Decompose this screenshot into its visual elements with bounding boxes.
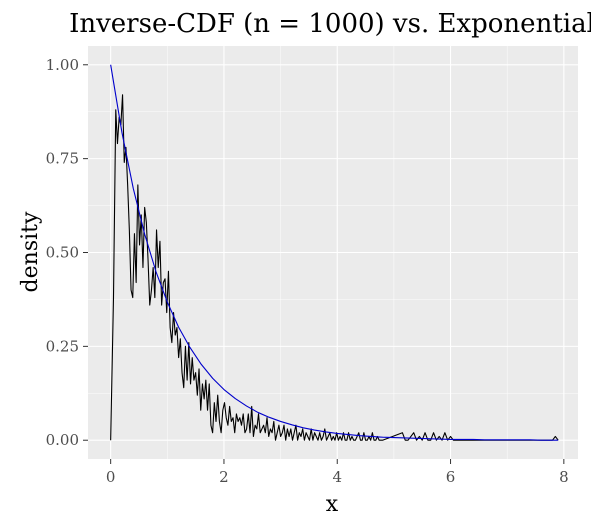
exponential-density-line [110,64,559,441]
y-tick-label: 0.25 [46,337,79,355]
x-axis: 0 2 4 6 8 [106,459,569,486]
x-tick-label: 8 [559,468,569,486]
x-tick-label: 0 [106,468,116,486]
x-tick-label: 6 [446,468,456,486]
y-tick-label: 0.75 [46,150,79,168]
x-axis-title: x [326,492,339,517]
x-tick-label: 2 [219,468,229,486]
empirical-density-line [110,94,559,441]
y-tick-label: 0.00 [46,431,79,449]
series-layer [110,64,559,441]
x-tick-label: 4 [332,468,342,486]
y-tick-label: 0.50 [46,244,79,262]
y-axis-title: density [18,211,43,292]
chart-title: Inverse-CDF (n = 1000) vs. Exponential [69,9,591,39]
y-tick-label: 1.00 [46,56,79,74]
y-axis: 0.00 0.25 0.50 0.75 1.00 [46,56,88,449]
